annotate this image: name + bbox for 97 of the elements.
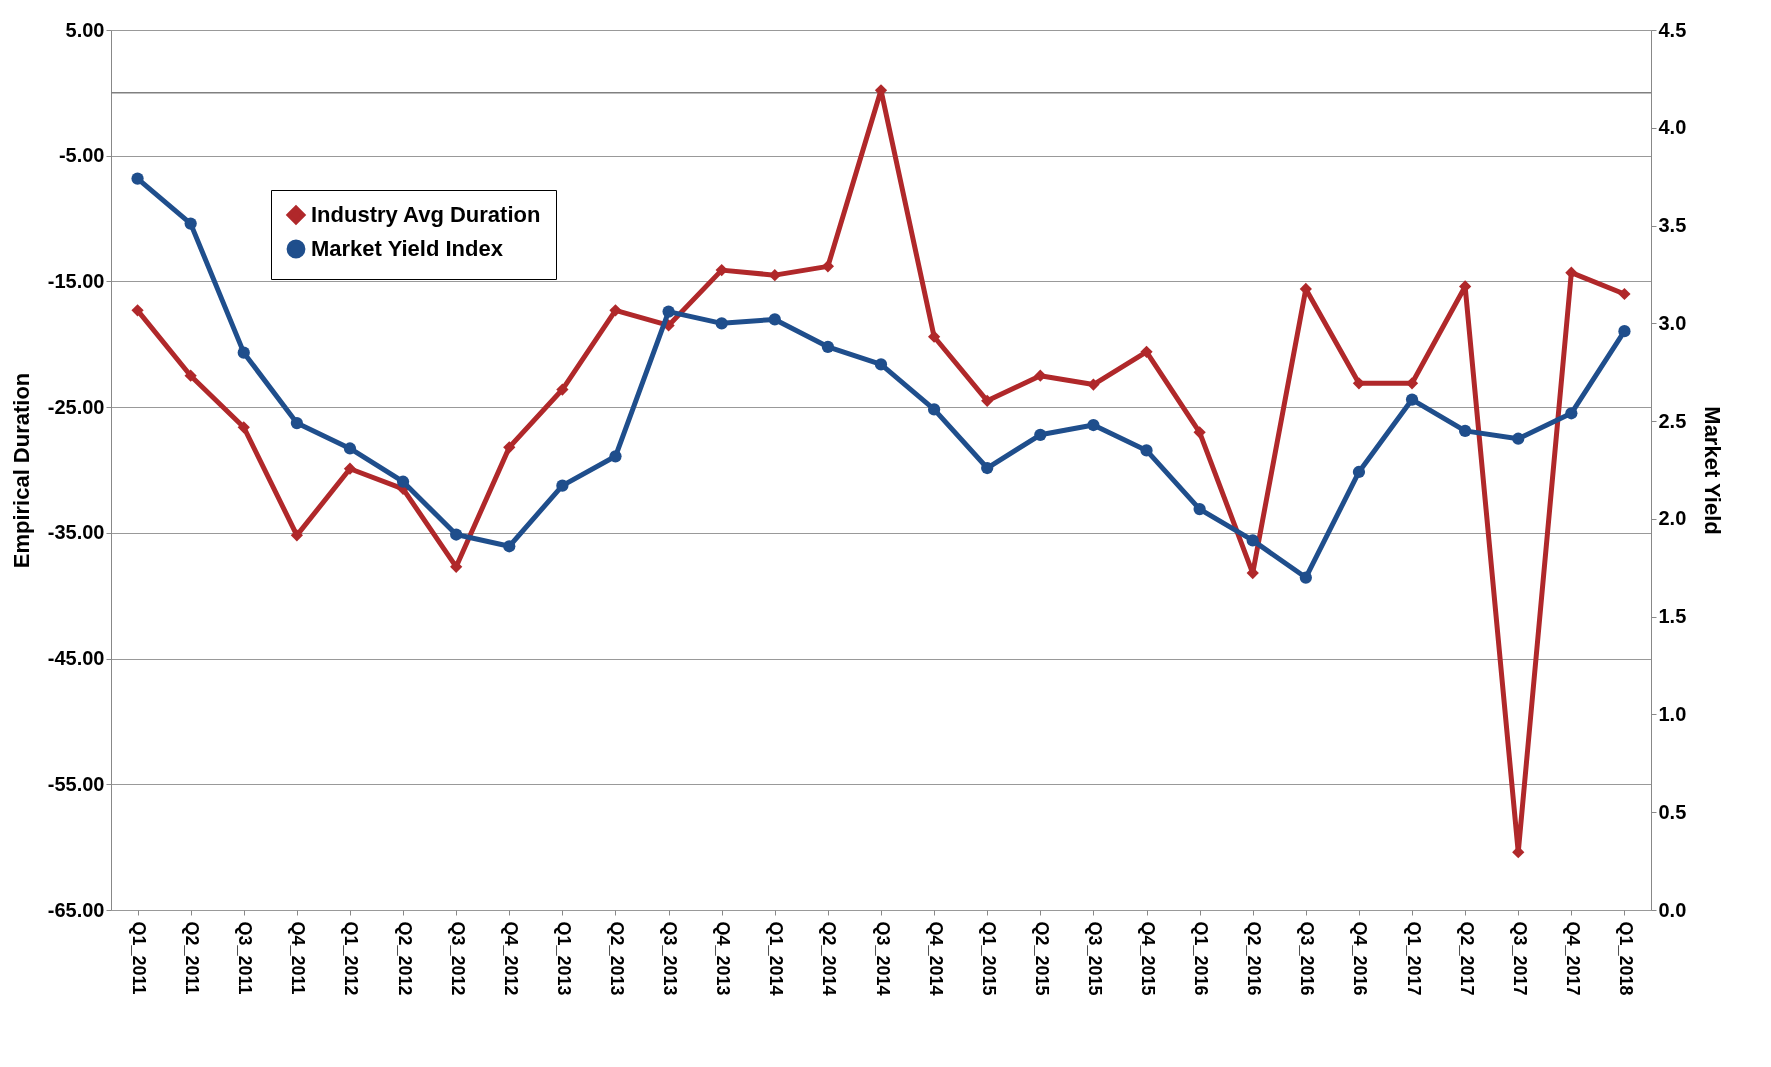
y2-tick-label: 2.0 — [1658, 507, 1687, 530]
point — [715, 317, 728, 330]
x-tick-label: Q3_2015 — [1084, 921, 1105, 996]
point — [1140, 444, 1153, 457]
legend-label: Market Yield Index — [311, 236, 504, 261]
point — [450, 560, 463, 573]
x-tick-label: Q3_2013 — [660, 921, 681, 996]
point — [981, 461, 994, 475]
point — [821, 340, 835, 353]
x-tick-label: Q1_2017 — [1403, 921, 1424, 996]
point — [927, 403, 941, 416]
point — [1034, 428, 1047, 441]
x-tick-label: Q4_2014 — [925, 921, 946, 996]
point — [556, 383, 569, 396]
point — [1352, 465, 1366, 479]
x-tick-label: Q3_2016 — [1297, 921, 1318, 996]
legend-label: Industry Avg Duration — [311, 202, 541, 227]
point — [343, 442, 357, 455]
point — [1565, 407, 1578, 420]
point — [1087, 378, 1100, 391]
y2-tick-label: 1.5 — [1658, 605, 1687, 628]
point — [768, 313, 781, 326]
point — [1299, 571, 1312, 584]
point — [1193, 503, 1206, 516]
x-tick-label: Q1_2014 — [766, 921, 787, 996]
x-tick-label: Q4_2013 — [713, 921, 734, 996]
y2-axis-title: Market Yield — [1700, 406, 1726, 535]
x-tick-label: Q2_2014 — [819, 921, 840, 996]
x-tick-label: Q4_2015 — [1138, 921, 1159, 996]
y-tick-label: -5.00 — [58, 144, 105, 167]
point — [1618, 325, 1631, 338]
point — [1405, 393, 1419, 406]
x-tick-label: Q1_2011 — [129, 921, 150, 995]
point — [1193, 426, 1206, 439]
point — [927, 330, 941, 343]
y-tick-label: -25.00 — [47, 395, 105, 418]
point — [1087, 418, 1100, 432]
point — [1459, 424, 1472, 437]
point — [290, 529, 303, 542]
point — [503, 441, 516, 454]
point — [609, 304, 622, 317]
point — [715, 263, 728, 277]
point — [290, 416, 303, 430]
point — [396, 475, 410, 488]
y-tick-label: -45.00 — [47, 647, 105, 670]
x-tick-label: Q1_2015 — [978, 921, 999, 996]
x-tick-label: Q1_2013 — [553, 921, 574, 996]
y2-tick-label: 1.0 — [1658, 702, 1687, 725]
y2-tick-label: 3.5 — [1658, 214, 1687, 237]
y2-tick-label: 2.5 — [1658, 409, 1687, 432]
y2-tick-label: 3.0 — [1658, 311, 1687, 334]
point — [556, 479, 569, 492]
x-tick-label: Q1_2018 — [1615, 921, 1636, 996]
x-tick-label: Q4_2017 — [1562, 921, 1583, 996]
y2-tick-label: 4.5 — [1658, 18, 1687, 41]
x-tick-label: Q4_2016 — [1350, 921, 1371, 996]
x-tick-label: Q2_2017 — [1456, 921, 1477, 996]
point — [131, 172, 144, 185]
point — [662, 305, 675, 318]
y2-tick-label: 0.5 — [1658, 800, 1687, 823]
point — [450, 528, 463, 541]
point — [1512, 432, 1525, 445]
point — [343, 462, 357, 475]
point — [609, 450, 622, 463]
x-tick-label: Q2_2012 — [394, 921, 415, 996]
y-tick-label: -35.00 — [47, 521, 105, 544]
y2-tick-label: 0.0 — [1658, 898, 1687, 921]
x-tick-label: Q3_2014 — [872, 921, 893, 996]
point — [981, 394, 994, 407]
x-tick-label: Q1_2012 — [341, 921, 362, 996]
y-tick-label: -65.00 — [47, 898, 105, 921]
x-tick-label: Q4_2011 — [288, 921, 309, 995]
x-tick-label: Q2_2011 — [182, 921, 203, 995]
point — [184, 217, 197, 230]
y-tick-label: 5.00 — [65, 18, 105, 41]
x-tick-label: Q2_2013 — [606, 921, 627, 996]
x-tick-label: Q1_2016 — [1191, 921, 1212, 996]
point — [237, 346, 250, 359]
x-tick-label: Q3_2017 — [1509, 921, 1530, 996]
point — [874, 358, 888, 371]
point — [1618, 287, 1631, 301]
y-tick-label: -15.00 — [47, 269, 105, 292]
x-tick-label: Q2_2016 — [1244, 921, 1265, 996]
point — [503, 540, 516, 553]
y2-tick-label: 4.0 — [1658, 116, 1687, 139]
point — [1140, 345, 1153, 358]
y-tick-label: -55.00 — [47, 772, 105, 795]
y-axis-title: Empirical Duration — [8, 372, 34, 569]
x-tick-label: Q3_2012 — [447, 921, 468, 996]
x-tick-label: Q4_2012 — [500, 921, 521, 996]
x-tick-label: Q2_2015 — [1031, 921, 1052, 996]
point — [131, 304, 144, 317]
point — [821, 260, 835, 273]
point — [1246, 534, 1259, 547]
point — [184, 369, 197, 382]
point — [237, 421, 250, 434]
x-tick-label: Q3_2011 — [235, 921, 256, 995]
